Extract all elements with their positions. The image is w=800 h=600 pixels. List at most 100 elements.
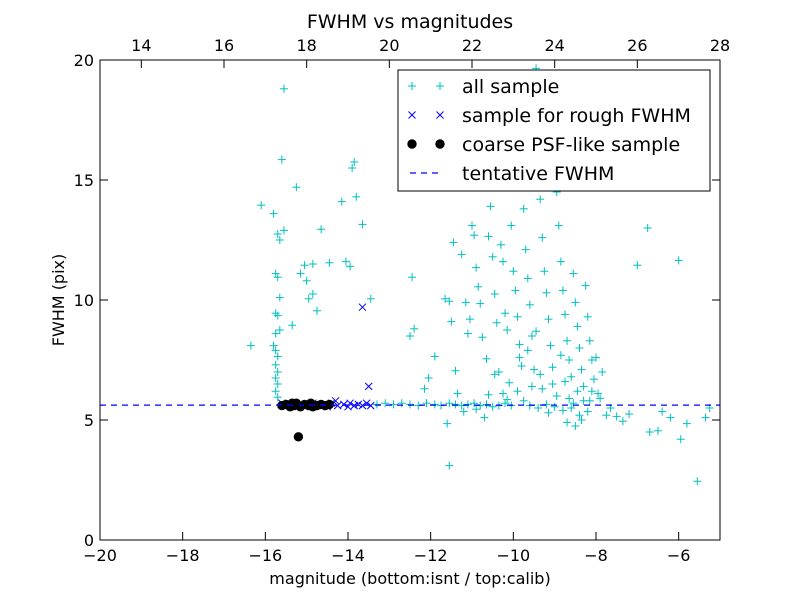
data-point: [344, 402, 352, 411]
data-point: [271, 346, 280, 355]
data-point: [257, 201, 266, 210]
data-point: [459, 407, 468, 416]
data-point: [273, 352, 282, 361]
data-point: [381, 399, 390, 408]
y-axis-label: FWHM (pix): [49, 254, 68, 347]
legend-label: all sample: [462, 76, 559, 98]
x-tick-label: −20: [83, 546, 117, 565]
data-point: [482, 354, 491, 363]
data-point: [410, 324, 419, 333]
data-point: [544, 315, 553, 324]
legend-item: sample for rough FWHM: [408, 105, 691, 127]
data-point: [589, 375, 598, 384]
data-point: [273, 393, 282, 402]
legend-swatch: [408, 111, 416, 119]
data-point: [573, 387, 582, 396]
top-x-tick-label: 24: [544, 36, 564, 55]
data-point: [523, 346, 532, 355]
data-point: [271, 360, 280, 369]
legend-swatch: [436, 111, 444, 119]
data-point: [292, 183, 301, 192]
data-point: [358, 220, 367, 229]
data-point: [556, 257, 565, 266]
data-point: [571, 298, 580, 307]
legend-item: tentative FWHM: [410, 163, 614, 185]
data-point: [583, 407, 592, 416]
x-tick-label: −6: [667, 546, 691, 565]
data-point: [279, 84, 288, 93]
data-point: [542, 400, 551, 409]
data-point: [501, 309, 510, 318]
x-axis-label: magnitude (bottom:isnt / top:calib): [269, 569, 550, 588]
data-point: [530, 365, 538, 374]
data-point: [389, 400, 398, 409]
data-point: [358, 303, 367, 312]
data-point: [275, 293, 284, 302]
data-point: [275, 236, 284, 244]
data-point: [300, 261, 309, 270]
data-point: [273, 380, 282, 388]
data-point: [273, 368, 282, 376]
data-point: [509, 267, 518, 276]
data-point: [532, 327, 541, 336]
data-point: [625, 410, 634, 418]
data-point: [587, 356, 596, 364]
data-point: [447, 317, 456, 326]
x-b: [333, 401, 342, 410]
data-point: [246, 341, 255, 350]
data-point: [575, 411, 584, 420]
top-x-tick-label: 22: [462, 36, 482, 55]
data-point: [430, 352, 439, 361]
data-point: [567, 404, 576, 412]
x-tick-label: −14: [331, 546, 365, 565]
data-point: [571, 422, 580, 430]
legend-item: coarse PSF-like sample: [407, 134, 680, 156]
chart-title: FWHM vs magnitudes: [307, 11, 513, 33]
data-point: [366, 294, 375, 303]
data-point: [358, 401, 367, 410]
y-tick-label: 20: [74, 51, 94, 70]
data-point: [273, 273, 282, 282]
x-b: [408, 111, 416, 119]
data-point: [488, 402, 497, 411]
data-point: [517, 362, 526, 370]
data-point: [273, 311, 282, 320]
data-point: [478, 333, 487, 342]
legend-label: tentative FWHM: [462, 163, 614, 185]
data-point: [515, 340, 524, 349]
data-point: [480, 413, 489, 422]
data-point: [325, 258, 334, 267]
top-x-tick-label: 14: [131, 36, 151, 55]
data-point: [288, 321, 297, 330]
data-point: [596, 394, 605, 403]
data-point: [521, 245, 530, 254]
data-point: [643, 224, 652, 232]
data-point: [470, 231, 479, 240]
data-point: [408, 273, 417, 282]
data-point: [538, 233, 547, 242]
data-point: [269, 341, 278, 350]
data-point: [364, 382, 373, 391]
data-point: [445, 297, 454, 306]
data-point: [693, 477, 702, 486]
data-point: [546, 341, 555, 350]
data-point: [492, 318, 501, 327]
data-point: [451, 366, 460, 375]
data-point: [271, 329, 280, 338]
y-tick-label: 0: [84, 531, 94, 550]
x-b: [340, 400, 348, 409]
data-point: [348, 164, 357, 172]
data-point: [457, 250, 466, 259]
data-point: [561, 377, 569, 386]
data-point: [573, 322, 582, 331]
data-point: [352, 192, 361, 201]
data-point: [420, 384, 429, 393]
legend-label: coarse PSF-like sample: [462, 134, 680, 156]
data-point: [463, 329, 472, 338]
data-point: [556, 351, 565, 360]
data-point: [575, 344, 584, 352]
data-point: [490, 370, 499, 379]
data-point: [430, 400, 439, 409]
data-point: [583, 312, 592, 321]
data-point: [494, 368, 503, 376]
